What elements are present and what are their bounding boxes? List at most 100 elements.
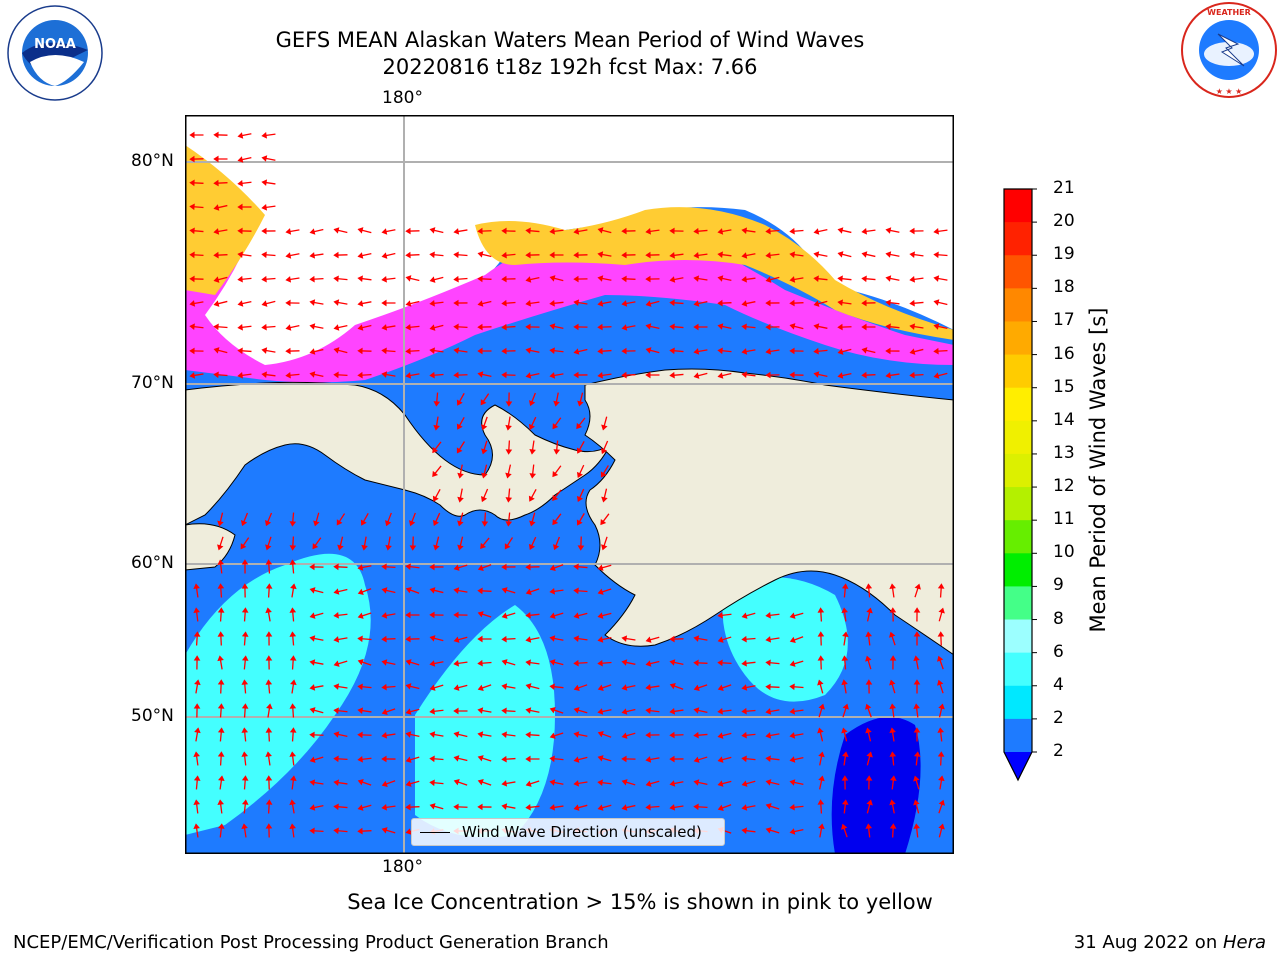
wind-wave-arrowhead bbox=[477, 300, 484, 307]
wind-wave-arrowhead bbox=[261, 155, 268, 162]
wind-wave-arrowhead bbox=[525, 636, 532, 643]
wind-wave-arrowhead bbox=[573, 251, 579, 259]
wind-wave-arrowhead bbox=[645, 275, 651, 283]
wind-wave-arrowhead bbox=[266, 703, 273, 710]
wind-wave-arrowhead bbox=[576, 422, 583, 430]
wind-wave-arrowhead bbox=[405, 563, 411, 571]
wind-wave-arrowhead bbox=[529, 448, 536, 455]
colorbar-segment bbox=[1004, 619, 1032, 654]
wind-wave-arrowhead bbox=[333, 347, 340, 354]
wind-wave-arrowhead bbox=[429, 587, 436, 594]
wind-wave-arrowhead bbox=[597, 708, 604, 715]
wind-wave-arrowhead bbox=[265, 607, 272, 614]
wind-wave-arrowhead bbox=[645, 323, 652, 330]
wind-wave-arrowhead bbox=[289, 799, 296, 806]
wind-wave-arrowhead bbox=[861, 347, 868, 354]
wind-wave-arrowhead bbox=[597, 755, 604, 762]
wind-wave-arrowhead bbox=[529, 520, 536, 527]
footer-host: Hera bbox=[1222, 932, 1266, 953]
wind-wave-arrowhead bbox=[693, 348, 700, 355]
wind-wave-arrowhead bbox=[765, 732, 772, 739]
wind-wave-arrowhead bbox=[741, 707, 747, 715]
wind-wave-arrowhead bbox=[505, 497, 513, 503]
colorbar-tick-label: 14 bbox=[1053, 409, 1075, 430]
wind-wave-arrowhead bbox=[937, 751, 945, 757]
wind-wave-arrowhead bbox=[213, 371, 219, 379]
wind-wave-arrowhead bbox=[765, 251, 771, 259]
wind-wave-arrowhead bbox=[217, 703, 225, 709]
wind-wave-arrowhead bbox=[813, 347, 819, 355]
wind-wave-arrowhead bbox=[189, 227, 195, 235]
wind-wave-arrowhead bbox=[813, 371, 820, 378]
wind-wave-arrowhead bbox=[429, 755, 435, 763]
wind-wave-arrowhead bbox=[453, 251, 459, 259]
wind-wave-arrowhead bbox=[552, 423, 559, 430]
wind-wave-arrowhead bbox=[573, 299, 580, 306]
wind-wave-arrowhead bbox=[453, 731, 460, 738]
wind-wave-arrowhead bbox=[525, 300, 532, 307]
wind-wave-arrowhead bbox=[501, 635, 507, 643]
wind-wave-arrowhead bbox=[621, 371, 627, 379]
wind-wave-arrowhead bbox=[741, 323, 747, 331]
wind-wave-arrowhead bbox=[717, 804, 724, 811]
colorbar-tick-label: 10 bbox=[1053, 542, 1075, 563]
wind-wave-arrowhead bbox=[841, 679, 848, 686]
wind-wave-arrowhead bbox=[405, 731, 412, 738]
wind-wave-arrowhead bbox=[889, 799, 896, 806]
wind-wave-arrowhead bbox=[597, 731, 604, 738]
wind-wave-arrowhead bbox=[381, 804, 387, 811]
wind-wave-arrowhead bbox=[837, 372, 844, 379]
longitude-label-bottom: 180° bbox=[382, 857, 423, 877]
wind-wave-arrowhead bbox=[357, 804, 364, 811]
wind-wave-arrowhead bbox=[481, 448, 488, 455]
wind-wave-arrowhead bbox=[241, 583, 249, 589]
wind-wave-arrowhead bbox=[597, 612, 604, 619]
wind-wave-arrowhead bbox=[193, 631, 201, 637]
wind-wave-arrowhead bbox=[789, 276, 796, 283]
nws-logo: WEATHER ★ ★ ★ bbox=[1181, 2, 1277, 98]
wind-wave-arrowhead bbox=[645, 636, 652, 643]
wind-wave-arrowhead bbox=[573, 804, 580, 811]
wind-wave-arrowhead bbox=[669, 780, 676, 787]
wind-wave-arrowhead bbox=[193, 751, 200, 758]
wind-wave-arrowhead bbox=[501, 659, 508, 666]
wind-wave-arrowhead bbox=[189, 275, 195, 283]
colorbar-tick-label: 20 bbox=[1053, 211, 1075, 232]
wind-wave-arrowhead bbox=[241, 823, 248, 830]
wind-wave-arrowhead bbox=[357, 371, 363, 379]
wind-wave-arrowhead bbox=[597, 636, 604, 643]
wind-wave-arrowhead bbox=[333, 707, 339, 715]
wind-wave-arrowhead bbox=[481, 521, 489, 527]
wind-wave-arrowhead bbox=[501, 780, 508, 787]
wind-wave-arrowhead bbox=[453, 779, 460, 786]
wind-wave-arrowhead bbox=[717, 275, 724, 282]
wind-wave-arrowhead bbox=[885, 347, 891, 355]
wind-wave-arrowhead bbox=[501, 299, 507, 307]
wind-wave-arrowhead bbox=[645, 660, 652, 667]
wind-wave-arrowhead bbox=[693, 707, 700, 714]
wind-wave-arrowhead bbox=[914, 583, 921, 590]
wind-wave-arrowhead bbox=[601, 424, 608, 431]
colorbar-extend-arrow bbox=[1004, 752, 1032, 780]
wind-wave-arrowhead bbox=[913, 751, 921, 757]
wind-wave-arrowhead bbox=[813, 251, 820, 258]
wind-wave-arrowhead bbox=[669, 659, 676, 666]
wind-wave-arrowhead bbox=[481, 424, 488, 431]
wind-wave-arrowhead bbox=[429, 660, 436, 667]
wind-wave-arrowhead bbox=[621, 779, 628, 786]
wind-wave-arrowhead bbox=[549, 588, 555, 595]
wind-wave-arrowhead bbox=[381, 827, 388, 834]
wind-wave-arrowhead bbox=[552, 494, 559, 502]
wind-wave-arrowhead bbox=[333, 683, 340, 690]
wind-wave-arrowhead bbox=[669, 299, 675, 307]
wind-wave-arrowhead bbox=[429, 611, 435, 619]
wind-wave-arrowhead bbox=[265, 775, 273, 781]
wind-wave-arrowhead bbox=[937, 655, 944, 662]
wind-wave-arrowhead bbox=[213, 323, 219, 331]
wind-wave-arrowhead bbox=[333, 803, 339, 811]
wind-wave-arrowhead bbox=[765, 683, 771, 691]
wind-wave-arrowhead bbox=[933, 251, 939, 259]
map-legend: Wind Wave Direction (unscaled) bbox=[411, 818, 725, 846]
wind-wave-arrowhead bbox=[600, 518, 607, 526]
wind-wave-arrowhead bbox=[693, 803, 699, 811]
